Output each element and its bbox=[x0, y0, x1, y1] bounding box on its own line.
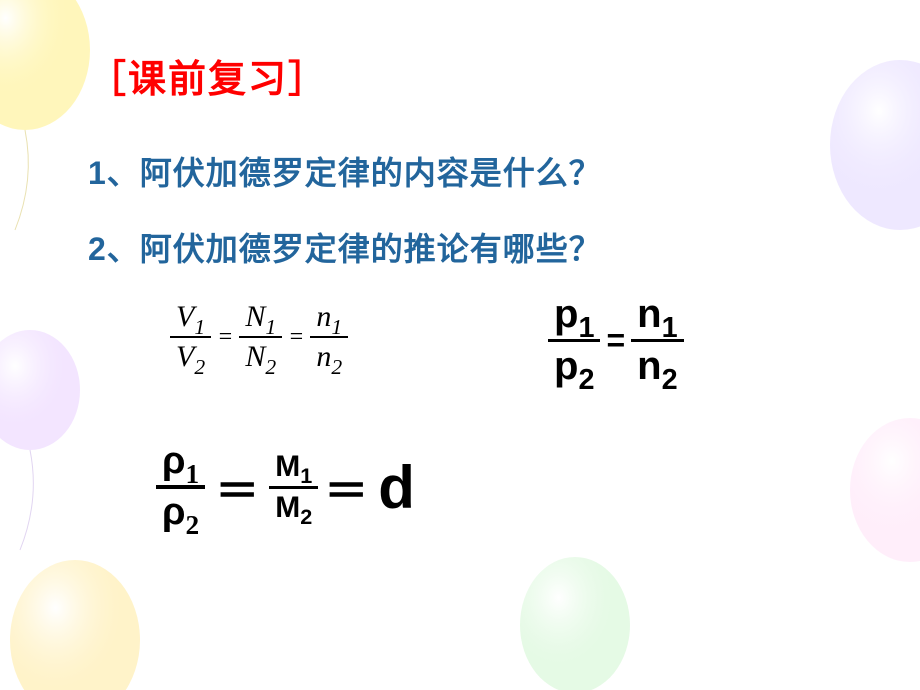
sub: 1 bbox=[265, 315, 276, 339]
balloon-decor bbox=[0, 330, 80, 450]
equals: ＝ bbox=[205, 455, 269, 519]
sub: 2 bbox=[194, 355, 205, 379]
sym: ρ bbox=[162, 491, 186, 533]
sub: 1 bbox=[194, 315, 205, 339]
formula-volume-ratio: V1 V2 = N1 N2 = n1 n2 bbox=[170, 300, 348, 374]
equals: = bbox=[282, 324, 310, 351]
density-ratio-result: d bbox=[378, 453, 415, 522]
balloon-decor bbox=[520, 557, 630, 690]
sym: N bbox=[245, 300, 265, 333]
question-1: 1、阿伏加德罗定律的内容是什么？ bbox=[88, 148, 602, 194]
sym: M bbox=[275, 450, 300, 483]
sym: ρ bbox=[162, 440, 186, 482]
sym: n bbox=[316, 300, 331, 333]
sub: 2 bbox=[265, 355, 276, 379]
sym: p bbox=[554, 344, 578, 388]
sym: n bbox=[316, 340, 331, 373]
sub: 2 bbox=[300, 504, 312, 529]
balloon-decor bbox=[0, 0, 90, 130]
slide-title: ［课前复习］ bbox=[88, 48, 328, 103]
balloon-decor bbox=[830, 60, 920, 230]
balloon-decor bbox=[850, 418, 920, 562]
sub: 2 bbox=[662, 364, 678, 396]
equals: = bbox=[211, 324, 239, 351]
sym: p bbox=[554, 292, 578, 336]
sub: 1 bbox=[186, 459, 200, 489]
sym: M bbox=[275, 491, 300, 524]
sym: n bbox=[637, 344, 661, 388]
equals: ＝ bbox=[318, 455, 378, 519]
balloon-string bbox=[15, 130, 28, 230]
question-2: 2、阿伏加德罗定律的推论有哪些？ bbox=[88, 224, 602, 270]
sub: 1 bbox=[300, 463, 312, 488]
sub: 1 bbox=[331, 315, 342, 339]
sym: V bbox=[176, 340, 194, 373]
balloon-string bbox=[20, 450, 33, 550]
sub: 2 bbox=[578, 364, 594, 396]
sub: 2 bbox=[186, 510, 200, 540]
formula-density-ratio: ρ1 ρ2 ＝ M1 M2 ＝ d bbox=[156, 440, 415, 534]
sym: V bbox=[176, 300, 194, 333]
sub: 1 bbox=[662, 312, 678, 344]
equals: = bbox=[600, 322, 631, 359]
sub: 2 bbox=[331, 355, 342, 379]
balloon-bg bbox=[0, 0, 920, 690]
balloon-decor bbox=[10, 560, 140, 690]
sym: N bbox=[245, 340, 265, 373]
formula-pressure-ratio: p1 p2 = n1 n2 bbox=[548, 292, 684, 389]
sub: 1 bbox=[578, 312, 594, 344]
sym: n bbox=[637, 292, 661, 336]
